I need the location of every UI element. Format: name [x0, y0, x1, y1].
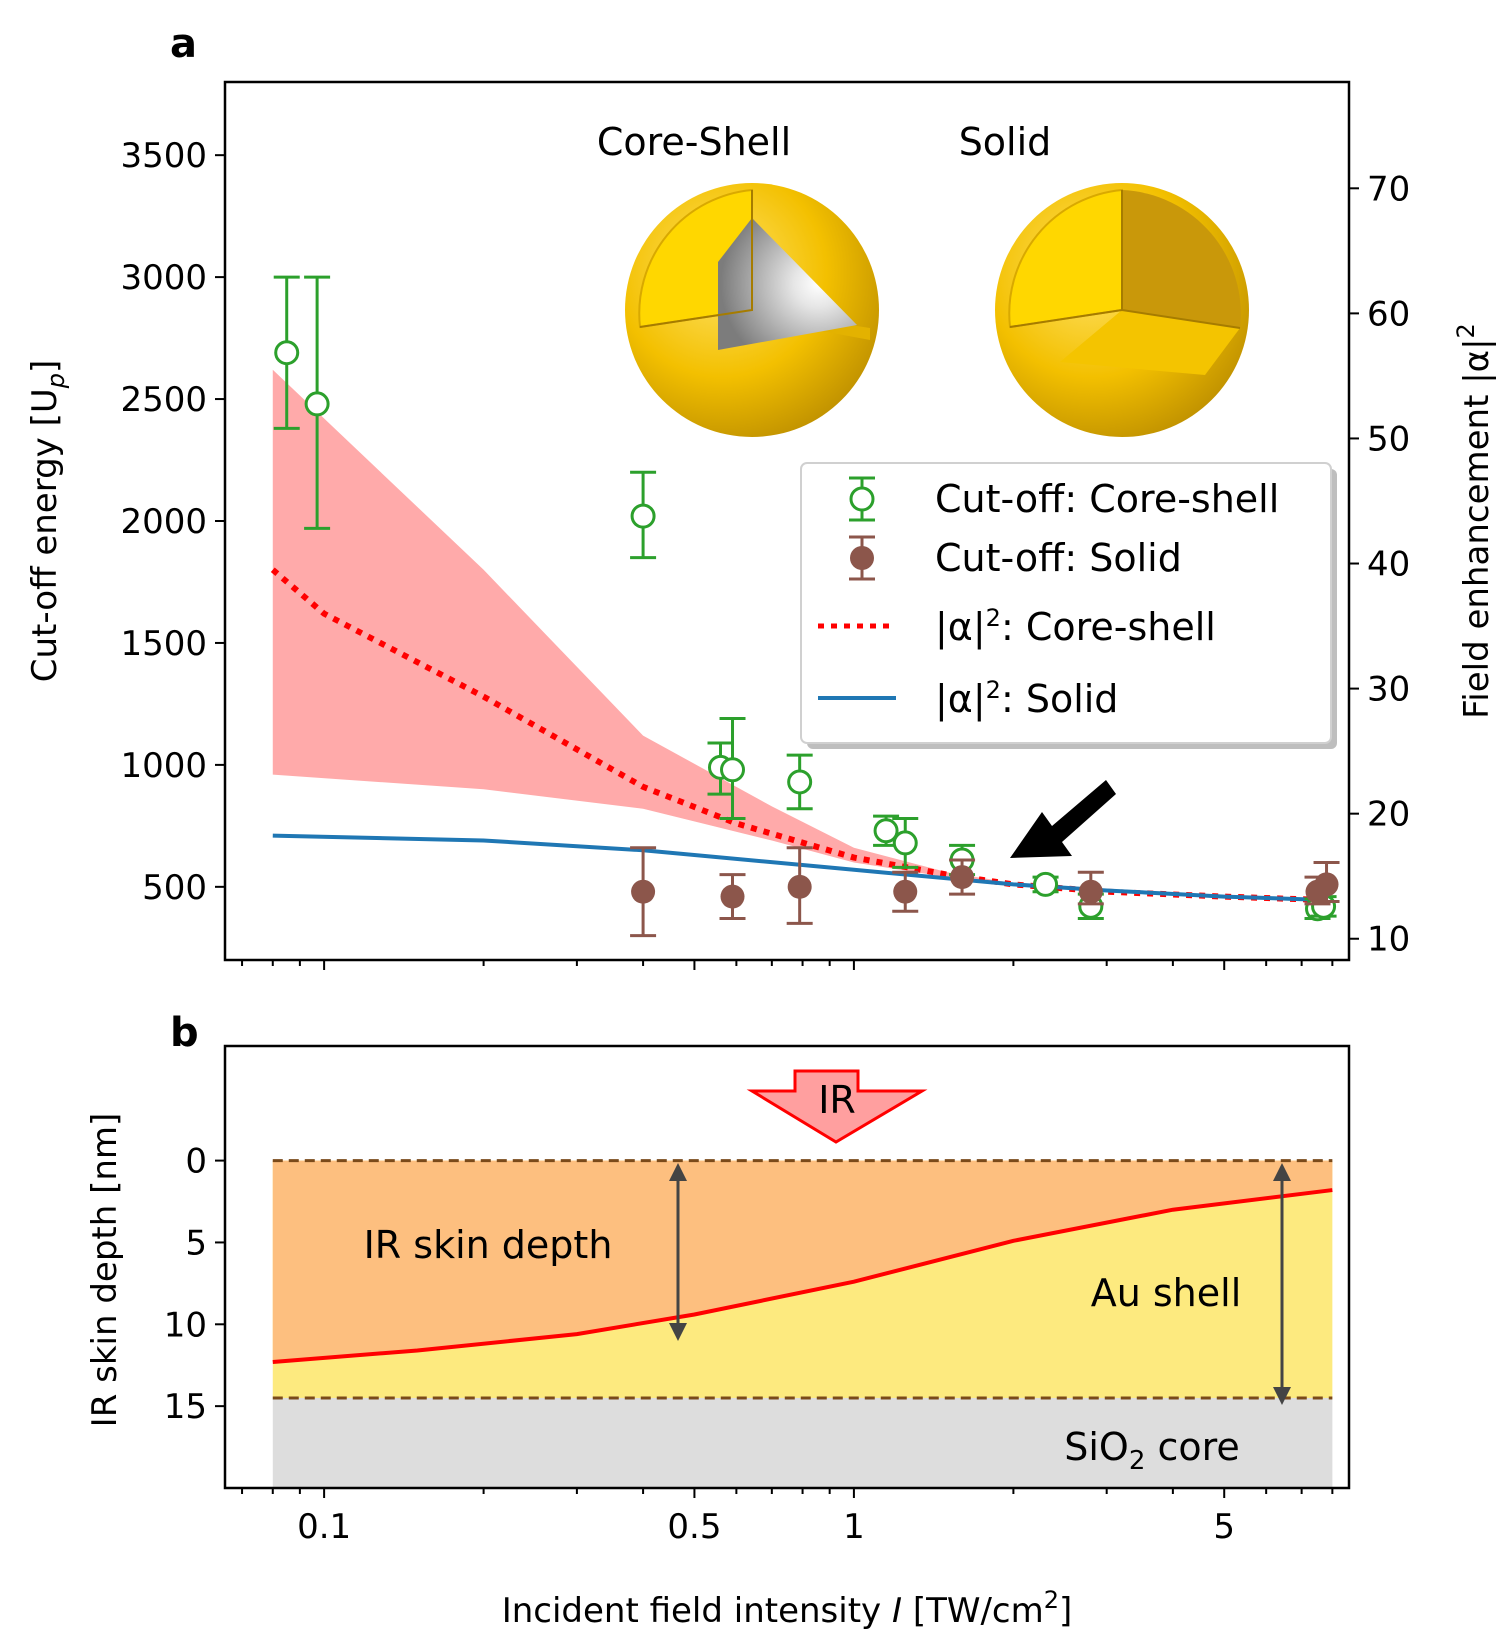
y2-tick-label: 30: [1367, 670, 1410, 710]
y-tick-label: 500: [142, 868, 207, 908]
y2-tick-label: 50: [1367, 419, 1410, 459]
svg-text:Cut-off: Core-shell: Cut-off: Core-shell: [935, 477, 1279, 521]
core-shell-cutoff-point-6: [873, 814, 900, 847]
y-tick-label: 15: [164, 1387, 207, 1427]
core-shell-sphere-illustration: [625, 183, 879, 437]
solid-cutoff-point-5: [1077, 870, 1104, 906]
skin-depth-curve: [272, 1188, 1333, 1364]
svg-text:|α|2: Solid: |α|2: Solid: [935, 676, 1118, 722]
core-shell-cutoff-point-9: [1032, 871, 1059, 897]
solid-cutoff-point-0: [630, 846, 657, 938]
panel-a: Core-Shell Solid 500 1000 1500 2000 2500 3000…: [25, 80, 1497, 970]
core-shell-enhancement-line: [270, 567, 1333, 904]
solid-cutoff-point-1: [719, 873, 746, 921]
solid-cutoff-point-2: [786, 846, 813, 925]
x-tick-label: 5: [1213, 1507, 1235, 1547]
solid-cutoff-point-7: [1313, 860, 1340, 903]
y-tick-label: 5: [185, 1223, 207, 1263]
y-axis-left-label: Cut-off energy [Up]: [25, 360, 70, 682]
y-tick-label: 1500: [120, 624, 207, 664]
y-tick-label: 10: [164, 1305, 207, 1345]
y-tick-label: 1000: [120, 746, 207, 786]
y-tick-label: 2000: [120, 502, 207, 542]
y2-tick-label: 20: [1367, 795, 1410, 835]
ir-arrow-icon: IR: [746, 1069, 928, 1144]
label-ir-skin-depth: IR skin depth: [364, 1223, 613, 1267]
panel-b: IR IR skin depth Au shell SiO2 core 0510…: [85, 1044, 1351, 1631]
y-axis-right-ticks: 10 20 30 40 50 60 70: [1349, 169, 1410, 960]
x-tick-label: 0.1: [297, 1507, 351, 1547]
inset-label-core-shell: Core-Shell: [597, 120, 791, 164]
core-shell-cutoff-point-5: [786, 753, 813, 811]
legend-item-solid-enhancement: |α|2: Solid: [818, 676, 1118, 722]
panel-a-plot-area: [270, 275, 1340, 938]
panel-b-y-axis-label: IR skin depth [nm]: [85, 1113, 125, 1428]
skin-depth-region: [272, 1160, 1333, 1362]
x-axis-label: Incident field intensity I [TW/cm2]: [502, 1586, 1073, 1631]
core-shell-cutoff-point-1: [304, 275, 331, 530]
y2-tick-label: 60: [1367, 294, 1410, 334]
y-axis-left-ticks: 500 1000 1500 2000 2500 3000 3500: [120, 136, 225, 908]
y-tick-label: 3000: [120, 258, 207, 298]
y2-tick-label: 40: [1367, 545, 1410, 585]
core-shell-cutoff-point-0: [273, 275, 300, 430]
label-sio2-core: SiO2 core: [1064, 1425, 1240, 1476]
legend-item-core-shell-cutoff: Cut-off: Core-shell: [849, 476, 1279, 522]
panel-b-frame: [223, 1044, 1351, 1490]
y-axis-right-label: Field enhancement |α|2: [1452, 323, 1497, 719]
legend-item-core-shell-enhancement: |α|2: Core-shell: [818, 604, 1216, 650]
core-shell-uncertainty-band: [272, 369, 1333, 901]
legend-item-solid-cutoff: Cut-off: Solid: [849, 535, 1182, 581]
panel-label-a: a: [170, 21, 197, 67]
x-tick-label: 0.5: [667, 1507, 721, 1547]
y2-tick-label: 10: [1367, 920, 1410, 960]
x-tick-label: 1: [843, 1507, 865, 1547]
panel-b-x-ticks: 0.1 0.5 1 5: [241, 1488, 1334, 1547]
y-tick-label: 3500: [120, 136, 207, 176]
solid-cutoff-point-4: [949, 858, 976, 896]
label-au-shell: Au shell: [1091, 1271, 1242, 1315]
panel-label-b: b: [170, 1010, 199, 1056]
y-tick-label: 2500: [120, 380, 207, 420]
highlight-arrow-icon: [1010, 780, 1116, 858]
solid-enhancement-line: [272, 833, 1333, 903]
solid-sphere-illustration: [995, 183, 1249, 437]
panel-b-plot-area: [272, 1159, 1333, 1488]
legend: Cut-off: Core-shell Cut-off: Solid |α|2:…: [800, 462, 1337, 749]
y-tick-label: 0: [185, 1142, 207, 1182]
solid-cutoff-point-3: [892, 870, 919, 913]
svg-text:Cut-off: Solid: Cut-off: Solid: [935, 536, 1182, 580]
y2-tick-label: 70: [1367, 169, 1410, 209]
inset-label-solid: Solid: [959, 120, 1052, 164]
svg-text:IR: IR: [818, 1078, 856, 1122]
panel-a-x-ticks: [241, 960, 1334, 970]
core-shell-cutoff-point-4: [719, 717, 746, 821]
core-shell-cutoff-point-7: [892, 817, 919, 869]
panel-b-y-ticks: 0 5 10 15: [164, 1142, 225, 1427]
core-shell-cutoff-point-2: [630, 470, 657, 560]
sio2-core-region: [272, 1397, 1333, 1488]
svg-text:|α|2: Core-shell: |α|2: Core-shell: [935, 604, 1216, 650]
